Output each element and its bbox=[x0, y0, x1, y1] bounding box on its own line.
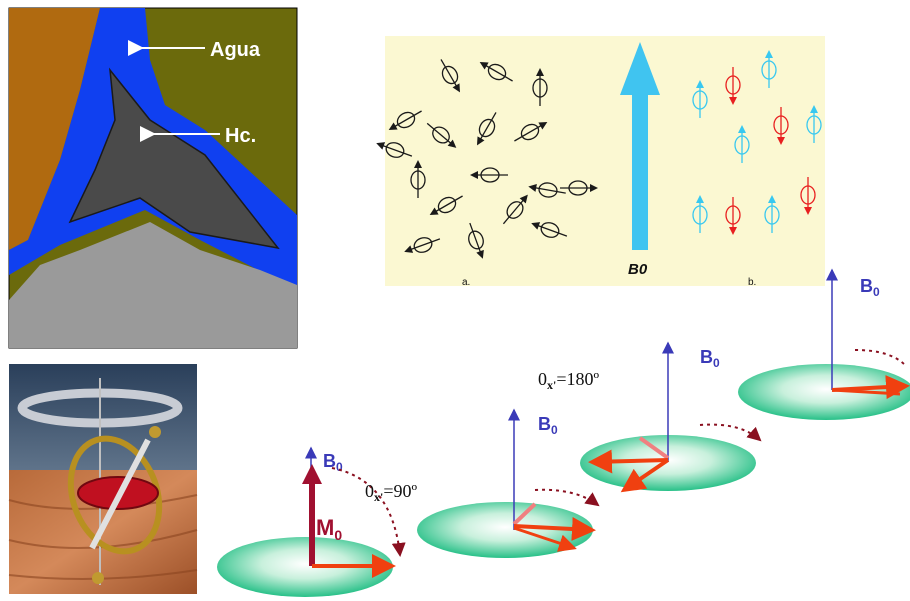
spin-up bbox=[806, 105, 822, 143]
precession-arc-2 bbox=[534, 488, 600, 507]
m0-vector-head bbox=[302, 464, 322, 484]
precession-arc-3 bbox=[699, 423, 762, 442]
angle-180-label: 0x'=180º bbox=[538, 369, 599, 392]
b0-field-label: B0 bbox=[628, 261, 648, 278]
random-spin bbox=[502, 194, 528, 225]
random-spin bbox=[479, 62, 513, 82]
random-spin bbox=[477, 112, 497, 146]
spin-down bbox=[725, 197, 741, 235]
random-spin bbox=[426, 122, 457, 148]
random-spin bbox=[376, 142, 413, 158]
random-spin bbox=[388, 110, 422, 130]
random-spins bbox=[376, 59, 598, 259]
b0-label-4: B0 bbox=[860, 276, 880, 299]
b0-field-arrow bbox=[620, 42, 660, 250]
disc-2 bbox=[417, 502, 593, 558]
random-spin bbox=[470, 167, 508, 183]
gyro-spindle bbox=[89, 438, 151, 550]
spin-up bbox=[761, 50, 777, 88]
hydrocarbon-region bbox=[68, 67, 280, 250]
b0-label-3: B0 bbox=[700, 347, 720, 370]
gyro-base-ball bbox=[92, 572, 104, 584]
spin-alignment-diagram: B0 a. b. bbox=[376, 36, 825, 288]
label-b: b. bbox=[748, 277, 756, 288]
precession-arc-4 bbox=[854, 349, 906, 366]
random-spin bbox=[531, 222, 568, 238]
random-spin bbox=[528, 182, 566, 198]
precession-sequence: B0 M0 0x'=90º B0 B0 0x'=18 bbox=[217, 268, 910, 597]
angle-90-label: 0x'=90º bbox=[365, 481, 417, 504]
random-spin bbox=[410, 160, 426, 198]
random-spin bbox=[468, 222, 484, 259]
m0-label: M0 bbox=[316, 515, 342, 543]
random-spin bbox=[514, 122, 548, 142]
random-spin bbox=[429, 195, 463, 215]
disc-4 bbox=[738, 364, 910, 420]
random-spin bbox=[440, 59, 460, 93]
precession-stage-3: B0 0x'=180º bbox=[538, 341, 762, 493]
disc-1 bbox=[217, 537, 393, 597]
spin-up bbox=[734, 125, 750, 163]
b0-label-2: B0 bbox=[538, 414, 558, 437]
grain-left bbox=[9, 8, 100, 250]
random-spin bbox=[404, 237, 441, 253]
precession-stage-1: B0 M0 0x'=90º bbox=[217, 446, 417, 597]
gyroscope-photo bbox=[8, 364, 198, 594]
aligned-spins bbox=[692, 50, 822, 235]
mxy-vector-4b bbox=[831, 388, 901, 396]
spin-down bbox=[773, 107, 789, 145]
spin-up bbox=[764, 195, 780, 233]
mxy-vector-3a bbox=[588, 449, 669, 474]
hydrocarbon-label: Hc. bbox=[225, 125, 256, 147]
spin-up bbox=[692, 80, 708, 118]
mxy-vector-3b bbox=[620, 458, 670, 493]
spin-up bbox=[692, 195, 708, 233]
precession-stage-4: B0 bbox=[738, 268, 910, 420]
spin-down bbox=[725, 67, 741, 105]
gyro-gimbal bbox=[67, 435, 163, 555]
water-label: Agua bbox=[210, 39, 261, 61]
mxy-vector-2b bbox=[513, 526, 577, 552]
random-spin bbox=[532, 68, 548, 106]
mxy-ghost-2 bbox=[512, 502, 537, 526]
random-spin bbox=[560, 180, 598, 196]
mxy-ghost-3 bbox=[638, 436, 670, 460]
pore-diagram: Agua Hc. bbox=[8, 7, 298, 349]
spin-panel-bg bbox=[385, 36, 825, 286]
precession-stage-2: B0 bbox=[417, 408, 600, 558]
spin-down bbox=[800, 177, 816, 215]
grain-bottom bbox=[9, 222, 297, 348]
label-a: a. bbox=[462, 277, 470, 288]
mxy-vector-2a bbox=[513, 516, 596, 541]
gyro-knob bbox=[149, 426, 161, 438]
b0-label-1: B0 bbox=[323, 451, 343, 474]
